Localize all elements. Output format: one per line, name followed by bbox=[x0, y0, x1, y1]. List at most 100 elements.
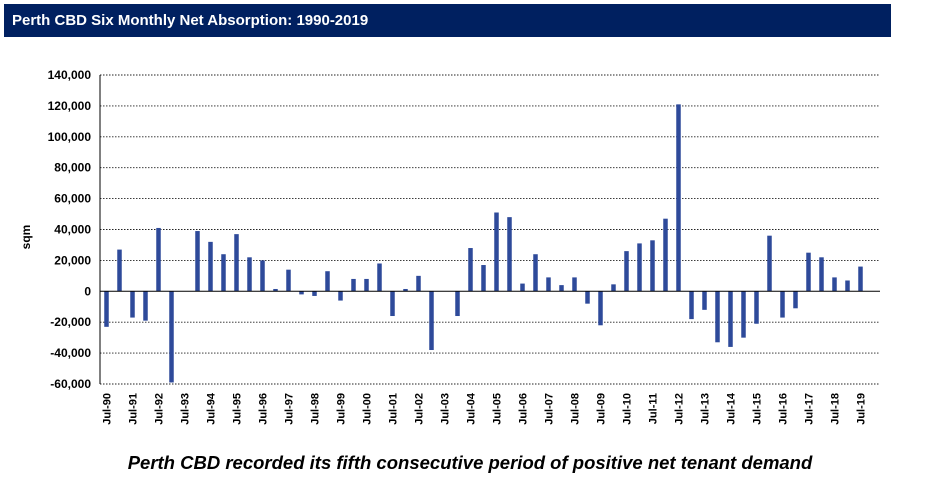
x-tick-label: Jul-17 bbox=[804, 393, 816, 425]
axes bbox=[99, 75, 880, 384]
bar bbox=[533, 254, 538, 292]
bar bbox=[546, 277, 551, 292]
bar bbox=[104, 291, 109, 327]
bar bbox=[663, 218, 668, 292]
x-tick-labels: Jul-90 Jul-91 Jul-92 Jul-93 Jul-94 Jul-95 Jul-… bbox=[102, 392, 868, 425]
x-tick-label: Jul-98 bbox=[310, 393, 322, 425]
x-tick-label: Jul-94 bbox=[206, 392, 218, 425]
bar bbox=[403, 288, 408, 292]
x-tick-label: Jul-06 bbox=[518, 393, 530, 425]
bar bbox=[858, 266, 863, 292]
bar bbox=[312, 291, 317, 296]
bar bbox=[299, 291, 304, 295]
y-tick-label: 0 bbox=[84, 284, 91, 298]
bar bbox=[273, 288, 278, 292]
bar bbox=[143, 291, 148, 321]
bar bbox=[390, 291, 395, 317]
bars bbox=[104, 104, 863, 383]
bar bbox=[117, 249, 122, 292]
bar bbox=[286, 269, 291, 292]
bar bbox=[689, 291, 694, 320]
y-tick-label: 140,000 bbox=[48, 68, 92, 82]
bar bbox=[754, 291, 759, 324]
bar bbox=[741, 291, 746, 338]
x-tick-label: Jul-07 bbox=[544, 393, 556, 425]
bar bbox=[364, 278, 369, 292]
bar bbox=[429, 291, 434, 351]
chart-caption: Perth CBD recorded its fifth consecutive… bbox=[127, 452, 813, 473]
bar bbox=[234, 234, 239, 292]
bar bbox=[351, 278, 356, 292]
x-tick-label: Jul-13 bbox=[700, 393, 712, 425]
bar bbox=[507, 217, 512, 292]
x-tick-label: Jul-04 bbox=[466, 392, 478, 425]
x-tick-label: Jul-93 bbox=[180, 393, 192, 425]
bar bbox=[520, 283, 525, 292]
x-tick-label: Jul-03 bbox=[440, 393, 452, 425]
x-tick-label: Jul-91 bbox=[128, 393, 140, 425]
bar bbox=[585, 291, 590, 304]
bar bbox=[702, 291, 707, 310]
bar bbox=[832, 277, 837, 292]
bar bbox=[247, 257, 252, 292]
y-tick-label: 120,000 bbox=[48, 99, 92, 113]
bar bbox=[572, 277, 577, 292]
x-tick-label: Jul-09 bbox=[596, 393, 608, 425]
y-tick-label: 20,000 bbox=[54, 253, 91, 267]
bar bbox=[416, 275, 421, 292]
y-tick-labels: 140,000 120,000 100,000 80,000 60,000 40,000 2… bbox=[48, 68, 92, 391]
x-tick-label: Jul-96 bbox=[258, 393, 270, 425]
x-tick-label: Jul-14 bbox=[726, 392, 738, 425]
x-tick-label: Jul-12 bbox=[674, 393, 686, 425]
x-tick-label: Jul-97 bbox=[284, 393, 296, 425]
bar bbox=[819, 257, 824, 292]
bar bbox=[637, 243, 642, 292]
bar bbox=[377, 263, 382, 292]
bar bbox=[195, 231, 200, 292]
bar bbox=[156, 227, 161, 292]
bar bbox=[845, 280, 850, 292]
bar bbox=[130, 291, 135, 318]
x-tick-label: Jul-16 bbox=[778, 393, 790, 425]
bar bbox=[715, 291, 720, 343]
bar bbox=[338, 291, 343, 301]
x-tick-label: Jul-11 bbox=[648, 393, 660, 424]
chart: 140,000 120,000 100,000 80,000 60,000 40,000 2… bbox=[19, 68, 880, 425]
x-tick-label: Jul-05 bbox=[492, 393, 504, 425]
x-tick-label: Jul-90 bbox=[102, 393, 114, 425]
title-bar: Perth CBD Six Monthly Net Absorption: 19… bbox=[4, 4, 891, 37]
gridlines bbox=[100, 74, 880, 385]
bar bbox=[624, 251, 629, 292]
y-axis-label: sqm bbox=[19, 225, 33, 250]
bar bbox=[728, 291, 733, 347]
y-tick-label: 80,000 bbox=[54, 161, 91, 175]
bar bbox=[793, 291, 798, 309]
bar bbox=[325, 271, 330, 292]
bar bbox=[260, 260, 265, 292]
x-tick-label: Jul-99 bbox=[336, 393, 348, 425]
chart-title: Perth CBD Six Monthly Net Absorption: 19… bbox=[12, 12, 369, 29]
bar bbox=[455, 291, 460, 317]
x-tick-label: Jul-92 bbox=[154, 393, 166, 425]
x-tick-label: Jul-00 bbox=[362, 393, 374, 425]
x-tick-label: Jul-08 bbox=[570, 393, 582, 425]
x-tick-label: Jul-19 bbox=[856, 393, 868, 425]
x-tick-label: Jul-15 bbox=[752, 393, 764, 425]
bar bbox=[221, 254, 226, 292]
bar bbox=[494, 212, 499, 292]
y-tick-label: -40,000 bbox=[50, 346, 91, 360]
bar bbox=[806, 252, 811, 292]
y-tick-label: 60,000 bbox=[54, 192, 91, 206]
bar bbox=[650, 240, 655, 292]
y-tick-label: 100,000 bbox=[48, 130, 92, 144]
y-tick-label: 40,000 bbox=[54, 223, 91, 237]
x-tick-label: Jul-10 bbox=[622, 393, 634, 425]
x-tick-label: Jul-01 bbox=[388, 393, 400, 425]
bar bbox=[611, 284, 616, 292]
bar bbox=[169, 291, 174, 383]
bar bbox=[208, 241, 213, 292]
bar bbox=[468, 248, 473, 292]
y-tick-label: -60,000 bbox=[50, 377, 91, 391]
x-tick-label: Jul-02 bbox=[414, 393, 426, 425]
bar bbox=[559, 285, 564, 292]
